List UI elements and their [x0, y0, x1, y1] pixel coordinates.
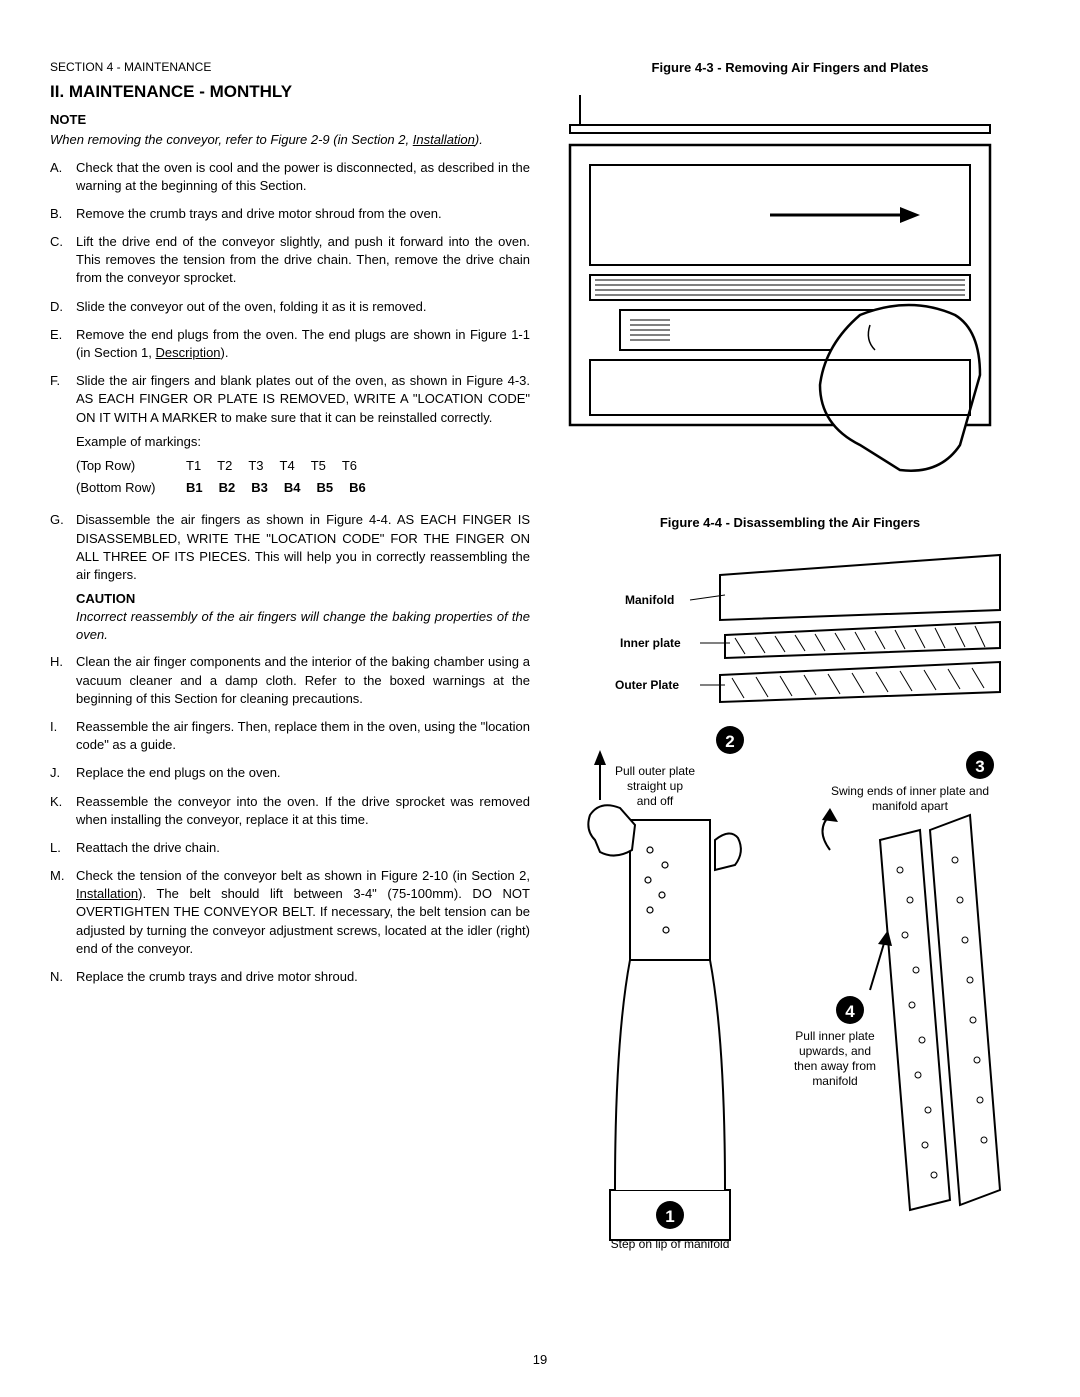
mark-t4: T4	[280, 457, 295, 475]
fig44-step4-b: upwards, and	[799, 1044, 871, 1058]
steps-list: A.Check that the oven is cool and the po…	[50, 159, 530, 987]
markings-table: (Top Row) T1 T2 T3 T4 T5 T6 (Botto	[76, 457, 530, 497]
fig44-step4-d: manifold	[812, 1074, 857, 1088]
caution-text: Incorrect reassembly of the air fingers …	[76, 608, 530, 643]
fig44-box: Manifold Inner plate Outer Plate	[560, 540, 1020, 1260]
step-L-text: Reattach the drive chain.	[76, 839, 530, 857]
step-N-text: Replace the crumb trays and drive motor …	[76, 968, 530, 986]
markings-bottom-label: (Bottom Row)	[76, 479, 186, 497]
mark-t2: T2	[217, 457, 232, 475]
mark-b2: B2	[219, 479, 236, 497]
fig44-label-outer: Outer Plate	[615, 678, 679, 692]
note-text-post: ).	[475, 132, 483, 147]
step-E-pre: Remove the end plugs from the oven. The …	[76, 327, 530, 360]
step-F: F. Slide the air fingers and blank plate…	[50, 372, 530, 501]
step-I-text: Reassemble the air fingers. Then, replac…	[76, 718, 530, 754]
fig44-label-inner: Inner plate	[620, 636, 681, 650]
step-J-text: Replace the end plugs on the oven.	[76, 764, 530, 782]
step-M-post: ). The belt should lift between 3-4" (75…	[76, 886, 530, 956]
step-B-text: Remove the crumb trays and drive motor s…	[76, 205, 530, 223]
step-M-pre: Check the tension of the conveyor belt a…	[76, 868, 530, 883]
svg-text:3: 3	[975, 757, 984, 776]
step-C-text: Lift the drive end of the conveyor sligh…	[76, 233, 530, 288]
mark-b5: B5	[317, 479, 334, 497]
fig44-step2-a: Pull outer plate	[615, 764, 695, 778]
mark-t5: T5	[311, 457, 326, 475]
step-C: C.Lift the drive end of the conveyor sli…	[50, 233, 530, 288]
step-D-text: Slide the conveyor out of the oven, fold…	[76, 298, 530, 316]
svg-text:1: 1	[665, 1207, 674, 1226]
mark-t1: T1	[186, 457, 201, 475]
fig43-svg	[560, 85, 1020, 485]
step-A-text: Check that the oven is cool and the powe…	[76, 159, 530, 195]
step-H: H.Clean the air finger components and th…	[50, 653, 530, 708]
svg-text:4: 4	[845, 1002, 855, 1021]
note-text: When removing the conveyor, refer to Fig…	[50, 131, 530, 149]
step-D: D.Slide the conveyor out of the oven, fo…	[50, 298, 530, 316]
section-header: SECTION 4 - MAINTENANCE	[50, 60, 530, 74]
step-H-text: Clean the air finger components and the …	[76, 653, 530, 708]
svg-text:2: 2	[725, 732, 734, 751]
step-K: K.Reassemble the conveyor into the oven.…	[50, 793, 530, 829]
fig44-exploded	[720, 555, 1000, 702]
fig44-step3-a: Swing ends of inner plate and	[831, 784, 989, 798]
fig43-caption: Figure 4-3 - Removing Air Fingers and Pl…	[560, 60, 1020, 75]
step-E-text: Remove the end plugs from the oven. The …	[76, 326, 530, 362]
step-L: L.Reattach the drive chain.	[50, 839, 530, 857]
step-E: E.Remove the end plugs from the oven. Th…	[50, 326, 530, 362]
step-B: B.Remove the crumb trays and drive motor…	[50, 205, 530, 223]
note-link-installation: Installation	[413, 132, 475, 147]
step-E-post: ).	[221, 345, 229, 360]
step-J: J.Replace the end plugs on the oven.	[50, 764, 530, 782]
step-G: G. Disassemble the air fingers as shown …	[50, 511, 530, 643]
page-title: II. MAINTENANCE - MONTHLY	[50, 82, 530, 102]
caution-label: CAUTION	[76, 590, 530, 608]
fig44-step2-c: and off	[637, 794, 674, 808]
mark-b6: B6	[349, 479, 366, 497]
mark-b1: B1	[186, 479, 203, 497]
step-K-text: Reassemble the conveyor into the oven. I…	[76, 793, 530, 829]
fig43-box	[560, 85, 1020, 485]
fig44-step4-a: Pull inner plate	[795, 1029, 875, 1043]
mark-t3: T3	[248, 457, 263, 475]
page-number: 19	[0, 1352, 1080, 1367]
mark-b3: B3	[251, 479, 268, 497]
step-M-text: Check the tension of the conveyor belt a…	[76, 867, 530, 958]
step-F-text: Slide the air fingers and blank plates o…	[76, 373, 530, 424]
fig44-step4-c: then away from	[794, 1059, 876, 1073]
step-M: M.Check the tension of the conveyor belt…	[50, 867, 530, 958]
fig44-step2-b: straight up	[627, 779, 683, 793]
step-I: I.Reassemble the air fingers. Then, repl…	[50, 718, 530, 754]
mark-t6: T6	[342, 457, 357, 475]
fig44-step3-b: manifold apart	[872, 799, 949, 813]
note-text-pre: When removing the conveyor, refer to Fig…	[50, 132, 413, 147]
fig44-caption: Figure 4-4 - Disassembling the Air Finge…	[560, 515, 1020, 530]
fig44-label-manifold: Manifold	[625, 593, 674, 607]
markings-top-label: (Top Row)	[76, 457, 186, 475]
step-G-text: Disassemble the air fingers as shown in …	[76, 512, 530, 582]
step-M-link: Installation	[76, 886, 138, 901]
fig44-step1: Step on lip of manifold	[611, 1237, 730, 1251]
mark-b4: B4	[284, 479, 301, 497]
step-N: N.Replace the crumb trays and drive moto…	[50, 968, 530, 986]
step-E-link: Description	[156, 345, 221, 360]
fig44-svg: Manifold Inner plate Outer Plate	[560, 540, 1020, 1260]
note-label: NOTE	[50, 112, 530, 127]
step-F-example: Example of markings:	[76, 433, 530, 451]
step-A: A.Check that the oven is cool and the po…	[50, 159, 530, 195]
